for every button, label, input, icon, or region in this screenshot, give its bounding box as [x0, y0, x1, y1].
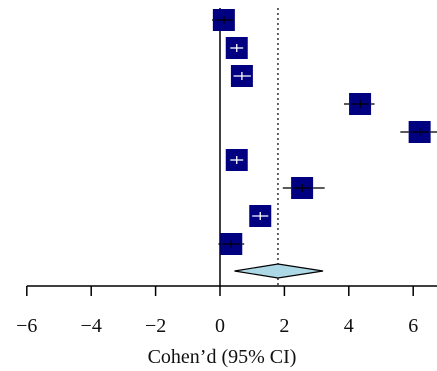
x-tick-label: −2 [145, 315, 166, 337]
study-row [230, 65, 253, 87]
study-row [282, 177, 325, 199]
x-axis: −6 −4 −2 0 2 4 6 [16, 285, 437, 337]
study-row [225, 149, 248, 171]
x-tick-label: 6 [408, 315, 418, 337]
x-tick-label: 0 [215, 315, 225, 337]
study-row [225, 37, 248, 59]
x-tick-label: −6 [16, 315, 37, 337]
x-tick-label: 2 [279, 315, 289, 337]
x-tick-label: −4 [81, 315, 102, 337]
study-row [218, 233, 245, 255]
study-row [400, 121, 437, 143]
x-tick-label: 4 [344, 315, 354, 337]
study-row [249, 205, 272, 227]
plot-area [211, 8, 437, 286]
study-row [343, 93, 375, 115]
study-row [211, 9, 235, 31]
summary-diamond [234, 263, 324, 279]
x-axis-label: Cohen’d (95% CI) [148, 346, 297, 368]
